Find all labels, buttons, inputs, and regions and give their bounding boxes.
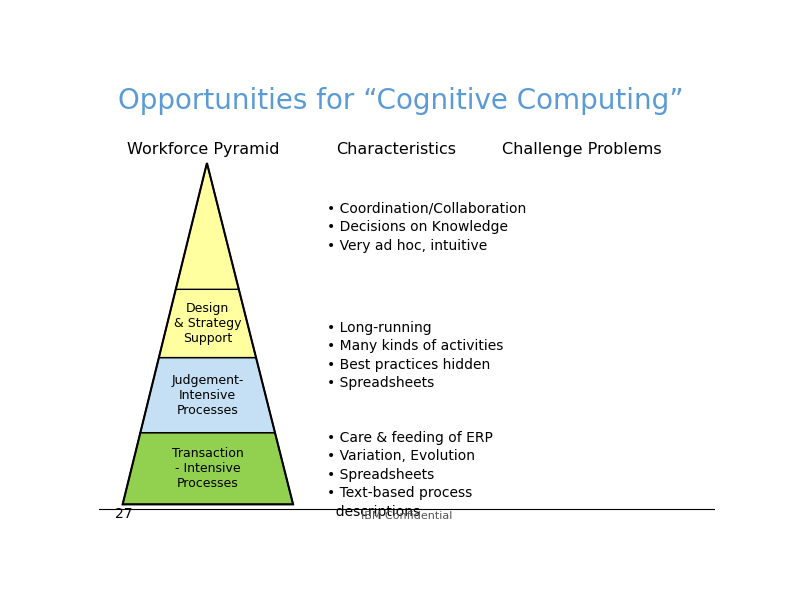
Text: 27: 27 <box>114 508 132 521</box>
Text: Transaction
- Intensive
Processes: Transaction - Intensive Processes <box>172 447 244 490</box>
Polygon shape <box>122 433 293 505</box>
Text: • Long-running
• Many kinds of activities
• Best practices hidden
• Spreadsheets: • Long-running • Many kinds of activitie… <box>327 321 503 390</box>
Polygon shape <box>141 358 275 433</box>
Polygon shape <box>175 163 239 289</box>
Text: Opportunities for “Cognitive Computing”: Opportunities for “Cognitive Computing” <box>118 87 684 115</box>
Polygon shape <box>159 289 256 358</box>
Text: Design
& Strategy
Support: Design & Strategy Support <box>174 302 241 345</box>
Text: Workforce Pyramid: Workforce Pyramid <box>127 142 279 158</box>
Text: Characteristics: Characteristics <box>336 142 457 158</box>
Text: • Care & feeding of ERP
• Variation, Evolution
• Spreadsheets
• Text-based proce: • Care & feeding of ERP • Variation, Evo… <box>327 431 493 519</box>
Text: Judgement-
Intensive
Processes: Judgement- Intensive Processes <box>172 374 244 416</box>
Text: • Coordination/Collaboration
• Decisions on Knowledge
• Very ad hoc, intuitive: • Coordination/Collaboration • Decisions… <box>327 202 526 253</box>
Text: IBM Confidential: IBM Confidential <box>361 511 453 521</box>
Text: Challenge Problems: Challenge Problems <box>503 142 662 158</box>
